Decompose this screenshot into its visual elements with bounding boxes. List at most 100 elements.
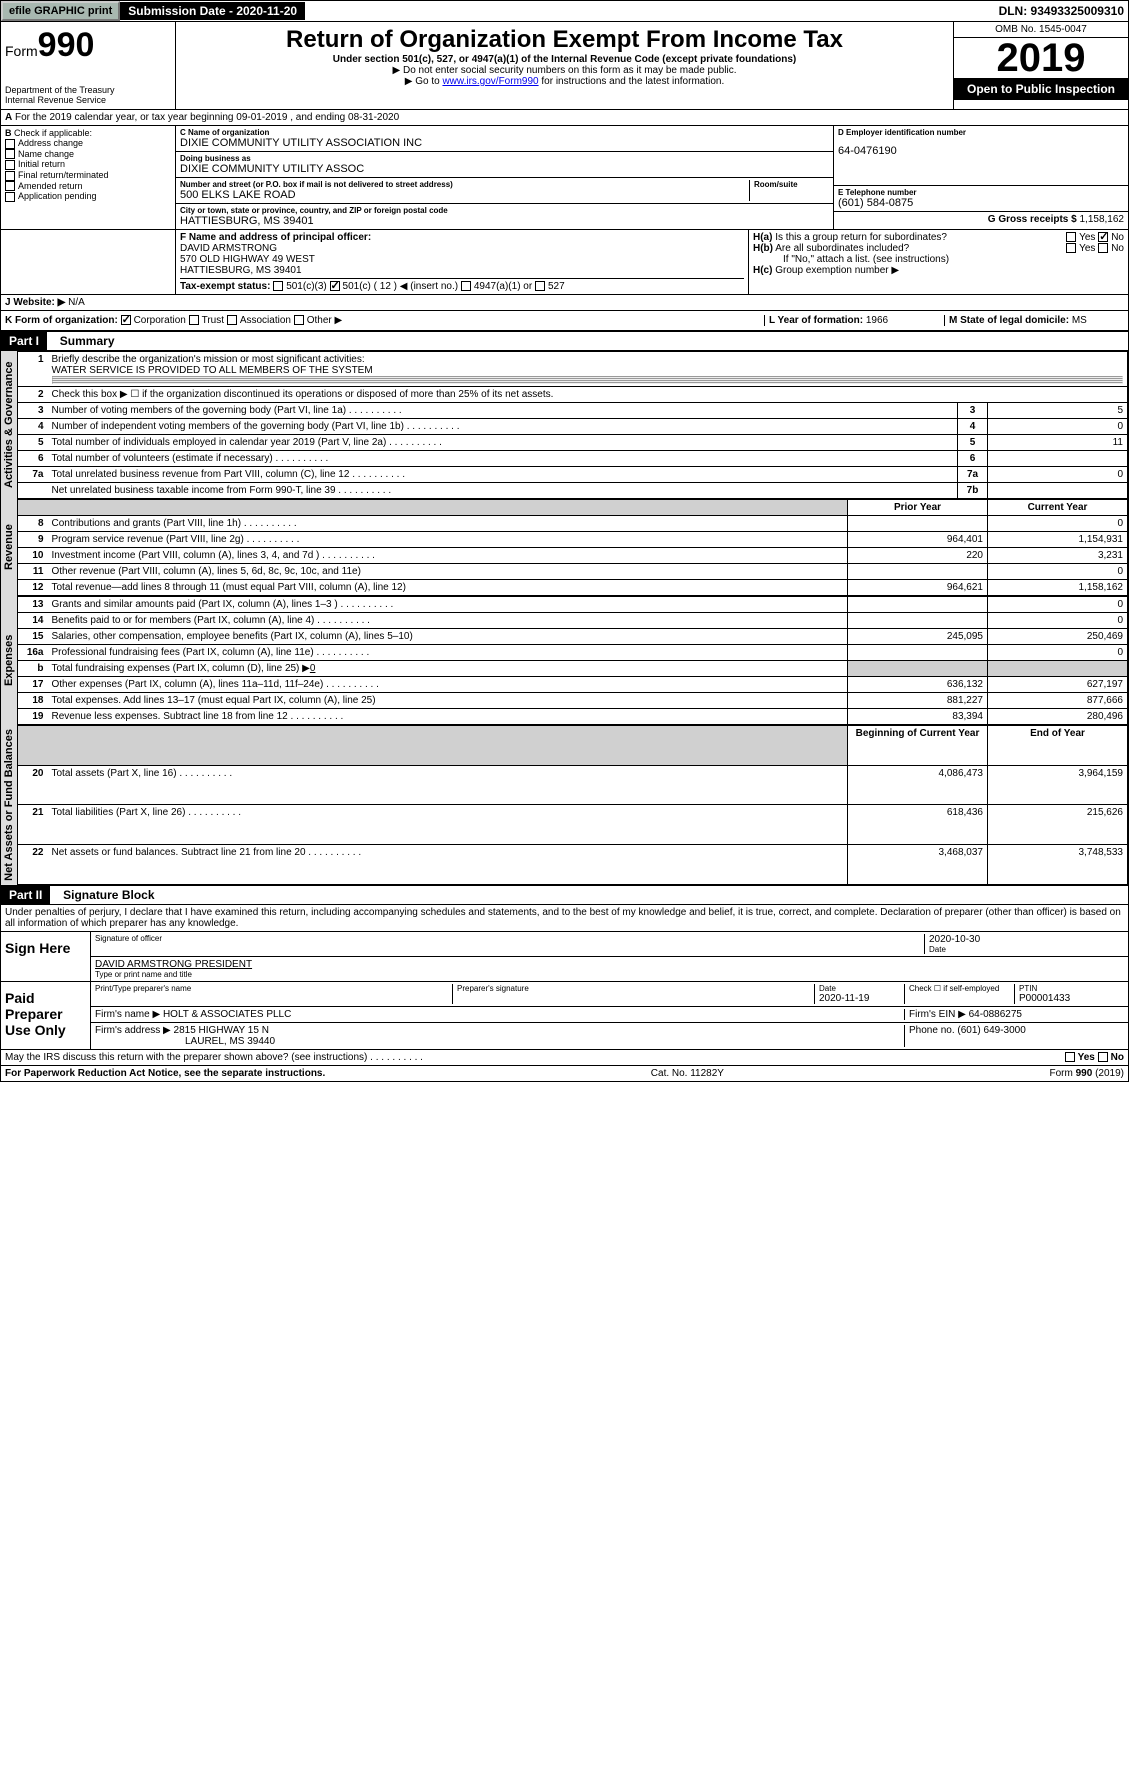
c9: 1,154,931 bbox=[988, 532, 1128, 548]
tab-expenses: Expenses bbox=[1, 596, 17, 725]
firm-addr-lbl: Firm's address ▶ bbox=[95, 1025, 171, 1036]
v4: 0 bbox=[988, 419, 1128, 435]
netassets-section: Net Assets or Fund Balances Beginning of… bbox=[1, 725, 1128, 885]
l1-lbl: Briefly describe the organization's miss… bbox=[52, 354, 365, 365]
hdr-prior: Prior Year bbox=[848, 500, 988, 516]
firm-ein: 64-0886275 bbox=[969, 1009, 1022, 1020]
p9: 964,401 bbox=[848, 532, 988, 548]
p15: 245,095 bbox=[848, 629, 988, 645]
l14: Benefits paid to or for members (Part IX… bbox=[52, 615, 370, 626]
goto-post: for instructions and the latest informat… bbox=[539, 76, 725, 87]
form-prefix: Form bbox=[5, 43, 38, 59]
sign-here-label: Sign Here bbox=[1, 932, 91, 981]
chk-4947[interactable] bbox=[461, 281, 471, 291]
tab-netassets: Net Assets or Fund Balances bbox=[1, 725, 17, 885]
l18: Total expenses. Add lines 13–17 (must eq… bbox=[52, 695, 376, 706]
form-title: Return of Organization Exempt From Incom… bbox=[180, 26, 949, 54]
room-lbl: Room/suite bbox=[754, 180, 829, 189]
v7b bbox=[988, 483, 1128, 499]
chk-address-change[interactable] bbox=[5, 139, 15, 149]
c15: 250,469 bbox=[988, 629, 1128, 645]
f-lbl: F Name and address of principal officer: bbox=[180, 232, 371, 243]
v7a: 0 bbox=[988, 467, 1128, 483]
opt-amended: Amended return bbox=[18, 181, 83, 191]
officer-title-lbl: Type or print name and title bbox=[95, 970, 1124, 979]
p12: 964,621 bbox=[848, 580, 988, 596]
chk-ha-no[interactable] bbox=[1098, 232, 1108, 242]
chk-name-change[interactable] bbox=[5, 149, 15, 159]
chk-ha-yes[interactable] bbox=[1066, 232, 1076, 242]
chk-corp[interactable] bbox=[121, 315, 131, 325]
chk-501c[interactable] bbox=[330, 281, 340, 291]
l7a-text: Total unrelated business revenue from Pa… bbox=[52, 469, 406, 480]
phone-value: (601) 584-0875 bbox=[838, 197, 1124, 209]
sig-date-val: 2020-10-30 bbox=[929, 934, 1124, 945]
c18: 877,666 bbox=[988, 693, 1128, 709]
city-lbl: City or town, state or province, country… bbox=[180, 206, 829, 215]
chk-assoc[interactable] bbox=[227, 315, 237, 325]
l13: Grants and similar amounts paid (Part IX… bbox=[52, 599, 394, 610]
firm-city: LAUREL, MS 39440 bbox=[95, 1036, 275, 1047]
chk-final[interactable] bbox=[5, 171, 15, 181]
chk-pending[interactable] bbox=[5, 192, 15, 202]
p10: 220 bbox=[848, 548, 988, 564]
p14 bbox=[848, 613, 988, 629]
chk-discuss-no[interactable] bbox=[1098, 1052, 1108, 1062]
opt-501c3: 501(c)(3) bbox=[286, 281, 327, 292]
state-domicile: MS bbox=[1072, 315, 1087, 326]
opt-pending: Application pending bbox=[18, 191, 97, 201]
firm-addr: 2815 HIGHWAY 15 N bbox=[174, 1025, 269, 1036]
c20: 3,964,159 bbox=[988, 765, 1128, 805]
col-d-right: D Employer identification number 64-0476… bbox=[833, 126, 1128, 229]
c12: 1,158,162 bbox=[988, 580, 1128, 596]
chk-hb-no[interactable] bbox=[1098, 243, 1108, 253]
dba-lbl: Doing business as bbox=[180, 154, 829, 163]
form-header: Form990 Department of the Treasury Inter… bbox=[1, 22, 1128, 110]
l21: Total liabilities (Part X, line 26) bbox=[52, 807, 242, 818]
l2-text: Check this box ▶ ☐ if the organization d… bbox=[48, 387, 1128, 403]
hdr-end: End of Year bbox=[988, 726, 1128, 766]
officer-name: DAVID ARMSTRONG PRESIDENT bbox=[95, 959, 252, 970]
prep-phone: (601) 649-3000 bbox=[957, 1025, 1025, 1036]
note-ssn: ▶ Do not enter social security numbers o… bbox=[180, 65, 949, 76]
chk-trust[interactable] bbox=[189, 315, 199, 325]
tab-revenue: Revenue bbox=[1, 499, 17, 596]
c17: 627,197 bbox=[988, 677, 1128, 693]
chk-other[interactable] bbox=[294, 315, 304, 325]
v3: 5 bbox=[988, 403, 1128, 419]
p17: 636,132 bbox=[848, 677, 988, 693]
chk-amended[interactable] bbox=[5, 181, 15, 191]
phone-lbl: E Telephone number bbox=[838, 188, 1124, 197]
l16a: Professional fundraising fees (Part IX, … bbox=[52, 647, 370, 658]
chk-discuss-yes[interactable] bbox=[1065, 1052, 1075, 1062]
l8: Contributions and grants (Part VIII, lin… bbox=[52, 518, 297, 529]
city-state-zip: HATTIESBURG, MS 39401 bbox=[180, 215, 829, 227]
irs-link[interactable]: www.irs.gov/Form990 bbox=[442, 76, 538, 87]
ha-text: Is this a group return for subordinates? bbox=[775, 232, 947, 243]
sig-officer-lbl: Signature of officer bbox=[95, 934, 924, 943]
footer-right: Form 990 (2019) bbox=[1050, 1068, 1124, 1079]
ein-lbl: D Employer identification number bbox=[838, 128, 966, 137]
mission-text: WATER SERVICE IS PROVIDED TO ALL MEMBERS… bbox=[52, 365, 373, 376]
chk-hb-yes[interactable] bbox=[1066, 243, 1076, 253]
footer: For Paperwork Reduction Act Notice, see … bbox=[1, 1065, 1128, 1081]
chk-501c3[interactable] bbox=[273, 281, 283, 291]
ein-value: 64-0476190 bbox=[838, 145, 1124, 157]
section-klm: K Form of organization: Corporation Trus… bbox=[1, 311, 1128, 331]
efile-print-button[interactable]: efile GRAPHIC print bbox=[1, 1, 120, 21]
c8: 0 bbox=[988, 516, 1128, 532]
note-goto: ▶ Go to www.irs.gov/Form990 for instruct… bbox=[180, 76, 949, 87]
dept-treasury: Department of the Treasury Internal Reve… bbox=[5, 85, 171, 105]
p18: 881,227 bbox=[848, 693, 988, 709]
tab-governance: Activities & Governance bbox=[1, 351, 17, 499]
chk-527[interactable] bbox=[535, 281, 545, 291]
chk-initial[interactable] bbox=[5, 160, 15, 170]
firm-name: HOLT & ASSOCIATES PLLC bbox=[163, 1009, 291, 1020]
tax-year: 2019 bbox=[954, 38, 1128, 78]
l4-text: Number of independent voting members of … bbox=[52, 421, 460, 432]
calendar-year-text: For the 2019 calendar year, or tax year … bbox=[15, 112, 399, 123]
m-lbl: M State of legal domicile: bbox=[949, 315, 1069, 326]
p11 bbox=[848, 564, 988, 580]
open-inspection: Open to Public Inspection bbox=[954, 78, 1128, 100]
ha-no: No bbox=[1111, 232, 1124, 243]
